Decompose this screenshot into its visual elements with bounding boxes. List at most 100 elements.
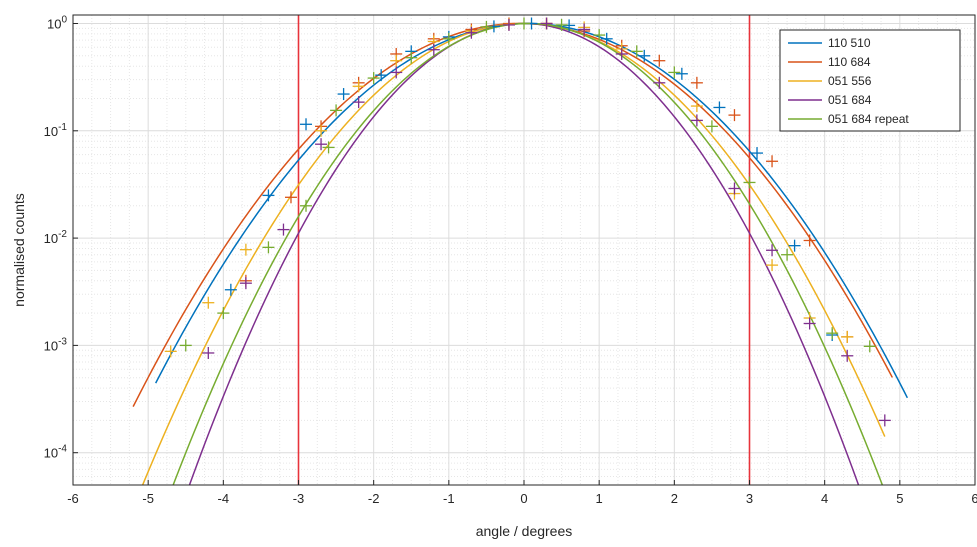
data-point <box>766 244 779 257</box>
x-tick-label: 0 <box>520 491 527 506</box>
data-point <box>502 18 515 31</box>
x-tick-label: 2 <box>671 491 678 506</box>
x-tick-label: -3 <box>293 491 305 506</box>
x-axis-title: angle / degrees <box>476 523 573 539</box>
x-tick-label: 6 <box>971 491 977 506</box>
data-point <box>540 17 553 30</box>
data-point <box>518 17 530 30</box>
data-point <box>600 32 613 45</box>
data-point <box>480 20 493 33</box>
data-point <box>390 66 403 79</box>
legend-item: 110 684 <box>788 55 871 69</box>
data-point <box>728 109 741 122</box>
data-point <box>315 124 328 137</box>
data-point <box>300 199 313 212</box>
data-point <box>788 239 801 252</box>
data-point <box>841 330 854 343</box>
data-point <box>578 23 591 36</box>
legend-label: 110 510 <box>828 36 871 50</box>
data-point <box>766 259 779 272</box>
data-point <box>262 189 275 202</box>
data-point <box>751 147 764 160</box>
data-point <box>841 349 854 362</box>
y-tick-label: 10-1 <box>44 122 68 139</box>
data-point <box>803 234 816 247</box>
data-point <box>713 101 726 114</box>
data-points <box>164 17 891 427</box>
data-point <box>427 43 440 56</box>
x-tick-label: -1 <box>443 491 455 506</box>
data-point <box>390 54 403 67</box>
data-point <box>781 248 794 261</box>
data-point <box>653 54 666 67</box>
legend: 110 510 110 684 051 556 051 684 051 684 repe… <box>779 29 961 132</box>
data-point <box>164 345 177 358</box>
data-point <box>766 155 779 168</box>
data-point <box>330 104 343 117</box>
data-point <box>315 138 328 151</box>
x-tick-label: -4 <box>218 491 230 506</box>
data-point <box>638 49 651 62</box>
data-point <box>705 120 718 133</box>
data-point <box>668 66 681 79</box>
data-point <box>352 96 365 109</box>
data-point <box>653 76 666 89</box>
legend-item: 051 684 <box>788 93 872 107</box>
data-point <box>224 283 237 296</box>
y-tick-label: 10-2 <box>44 229 68 246</box>
data-point <box>179 339 192 352</box>
data-point <box>878 414 891 427</box>
data-point <box>375 69 388 82</box>
data-point <box>322 141 335 154</box>
legend-item: 051 684 repeat <box>788 112 909 126</box>
x-tick-label: 1 <box>596 491 603 506</box>
threshold-lines <box>297 15 751 485</box>
data-point <box>405 51 418 64</box>
legend-label: 051 556 <box>828 74 872 88</box>
data-point <box>743 176 756 189</box>
data-point <box>277 223 290 236</box>
x-tick-label: -5 <box>142 491 154 506</box>
y-axis-title: normalised counts <box>11 193 27 307</box>
data-point <box>202 346 215 359</box>
x-tick-label: 4 <box>821 491 828 506</box>
data-point <box>690 114 703 127</box>
data-point <box>863 340 876 353</box>
data-point <box>337 88 350 101</box>
data-point <box>826 327 839 340</box>
data-point <box>630 45 643 58</box>
data-point <box>300 118 313 131</box>
y-axis-ticks: 10-4 10-3 10-2 10-1 100 <box>44 14 78 461</box>
x-axis-ticks: -6 -5 -4 -3 -2 -1 0 1 2 3 4 5 6 <box>67 480 977 506</box>
data-point <box>465 26 478 39</box>
data-point <box>442 32 455 45</box>
data-point <box>728 182 741 195</box>
data-point <box>690 76 703 89</box>
legend-item: 110 510 <box>788 36 871 50</box>
data-point <box>675 67 688 80</box>
data-point <box>615 47 628 60</box>
data-point <box>593 29 606 42</box>
legend-label: 051 684 repeat <box>828 112 909 126</box>
data-point <box>690 100 703 113</box>
data-point <box>284 191 297 204</box>
data-point <box>803 317 816 330</box>
x-tick-label: -6 <box>67 491 79 506</box>
data-point <box>555 18 568 31</box>
data-point <box>239 277 252 290</box>
data-point <box>367 72 380 85</box>
data-point <box>239 243 252 256</box>
y-tick-label: 100 <box>47 14 67 31</box>
x-tick-label: 5 <box>896 491 903 506</box>
data-point <box>202 296 215 309</box>
y-tick-label: 10-4 <box>44 444 68 461</box>
data-point <box>217 307 230 320</box>
y-tick-label: 10-3 <box>44 336 68 353</box>
data-point <box>262 241 275 254</box>
x-tick-label: 3 <box>746 491 753 506</box>
x-tick-label: -2 <box>368 491 380 506</box>
legend-item: 051 556 <box>788 74 872 88</box>
data-point <box>352 80 365 93</box>
